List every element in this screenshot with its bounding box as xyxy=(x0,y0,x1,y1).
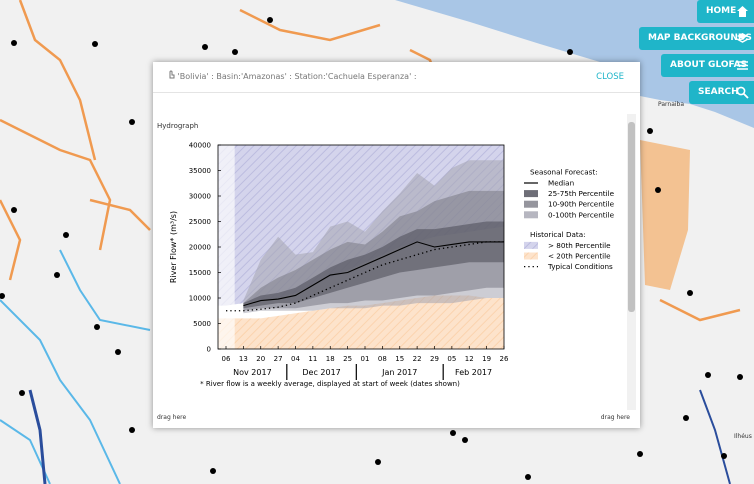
river-main xyxy=(28,389,47,484)
map-label: Ilhéus xyxy=(734,433,752,440)
river-main xyxy=(699,389,731,484)
map-backgrounds-button[interactable]: MAP BACKGROUNDS xyxy=(639,27,754,50)
button-label: ABOUT GLOFAS xyxy=(670,60,748,70)
search-button[interactable]: SEARCH xyxy=(689,81,754,104)
icon xyxy=(736,33,749,43)
station-dialog: 'Bolivia' : Basin:'Amazonas' : Station:'… xyxy=(153,62,640,428)
drag-handle[interactable]: drag here xyxy=(600,414,630,421)
region xyxy=(640,140,690,290)
scrollbar[interactable] xyxy=(627,114,636,410)
scroll-thumb[interactable] xyxy=(628,122,635,312)
drag-handle[interactable]: drag here xyxy=(157,414,187,421)
section-label: Hydrograph xyxy=(157,122,199,130)
map-label: Parnaiba xyxy=(658,101,684,108)
stations xyxy=(0,17,743,480)
icon xyxy=(737,6,748,17)
dialog-header xyxy=(153,62,640,93)
icon xyxy=(736,86,749,99)
title-text: 'Bolivia' : Basin:'Amazonas' : Station:'… xyxy=(177,72,417,81)
home-button[interactable]: HOME xyxy=(697,0,754,23)
close-button[interactable]: CLOSE xyxy=(596,72,624,82)
dialog-title: 'Bolivia' : Basin:'Amazonas' : Station:'… xyxy=(167,70,417,81)
icon xyxy=(737,61,748,70)
button-label: MAP BACKGROUNDS xyxy=(648,33,752,43)
button-label: SEARCH xyxy=(698,87,739,97)
about-button[interactable]: ABOUT GLOFAS xyxy=(661,54,754,77)
icon xyxy=(169,70,175,79)
button-label: HOME xyxy=(706,6,737,16)
